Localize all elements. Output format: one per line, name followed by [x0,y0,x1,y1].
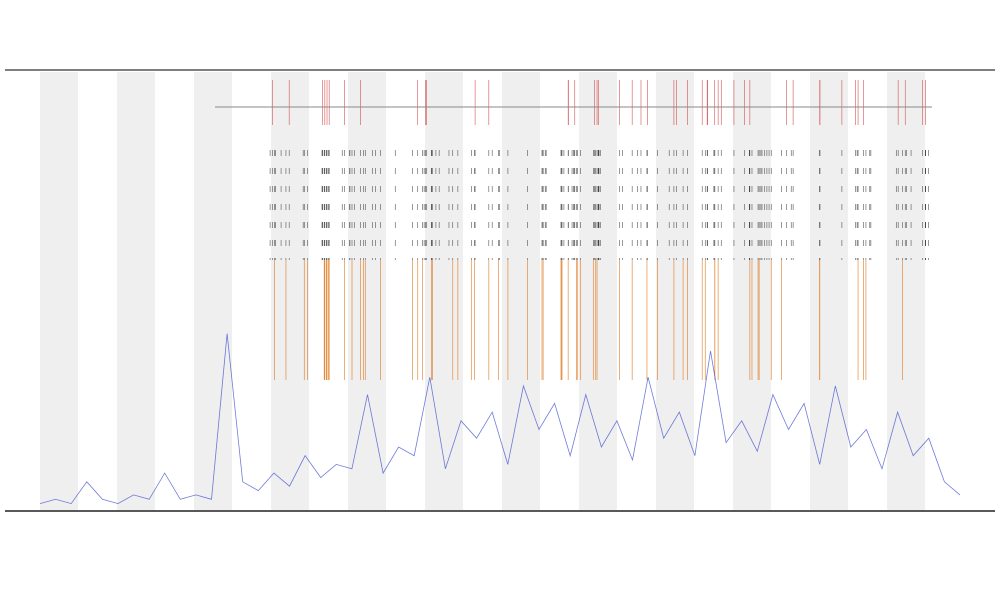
shaded-bands [40,72,925,510]
band [40,72,78,510]
band [579,72,617,510]
band [887,72,925,510]
event-markers [269,80,929,380]
band [271,72,309,510]
band [348,72,386,510]
band [425,72,463,510]
band [810,72,848,510]
band [194,72,232,510]
series-line [39,333,961,505]
band [502,72,540,510]
band [117,72,155,510]
band [656,72,694,510]
